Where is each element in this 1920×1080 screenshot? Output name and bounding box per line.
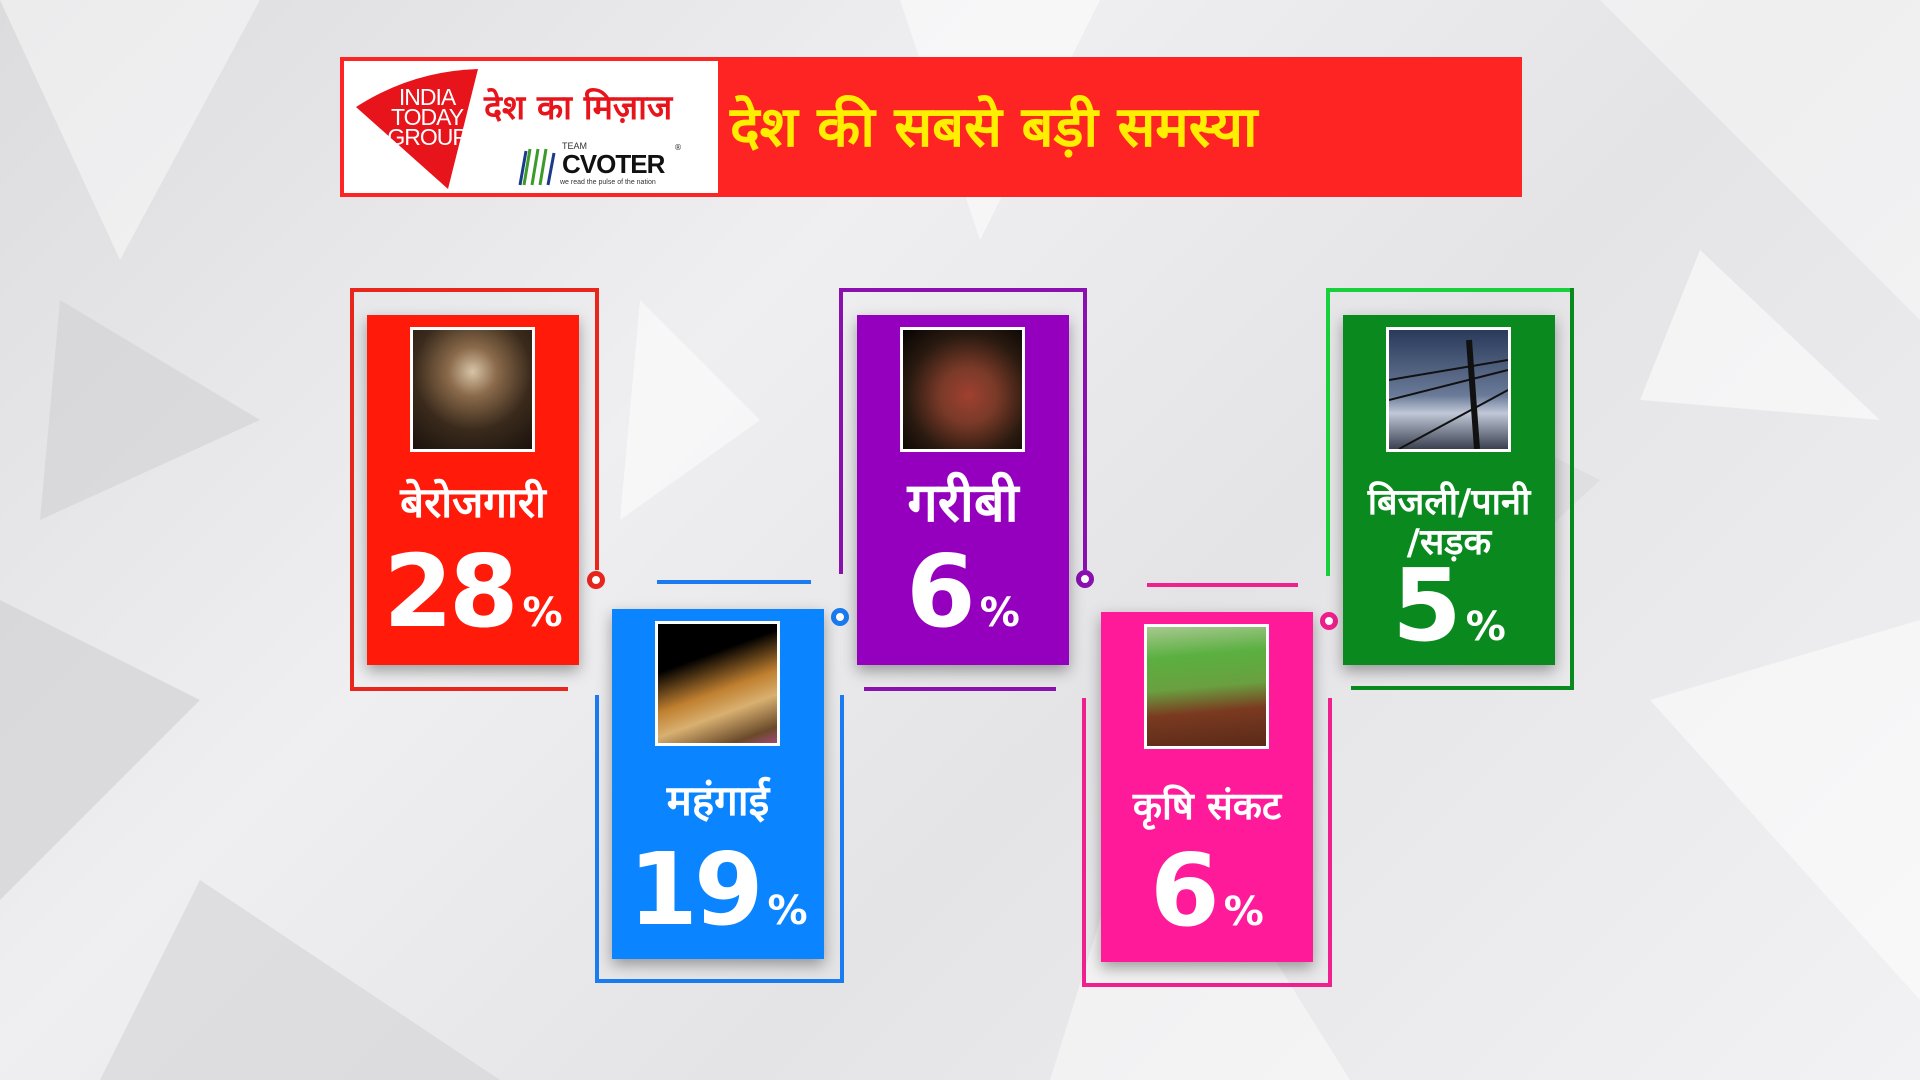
frame-line (840, 695, 844, 983)
india-today-logo (356, 69, 478, 189)
card-percentage: 6% (1101, 832, 1313, 949)
percentage-value: 5 (1392, 547, 1462, 664)
cvoter-stripes-icon (518, 148, 556, 186)
percent-sign: % (522, 590, 563, 636)
percentage-value: 6 (906, 533, 976, 650)
card-percentage: 5% (1343, 547, 1555, 664)
worried-man-photo (410, 327, 535, 452)
card-label: बिजली/पानी /सड़क (1343, 483, 1555, 563)
poor-mother-child-photo (900, 327, 1025, 452)
power-pole-photo (1386, 327, 1511, 452)
frame-line (1570, 288, 1574, 690)
percentage-value: 6 (1150, 832, 1220, 949)
frame-line (839, 288, 1087, 292)
frame-line (350, 288, 354, 691)
frame-line (1351, 686, 1574, 690)
frame-line (1326, 288, 1574, 292)
card-label: बेरोजगारी (400, 478, 546, 527)
frame-line (839, 288, 843, 574)
frame-line (1326, 288, 1330, 576)
registered-mark: ® (674, 143, 682, 152)
frame-line (595, 288, 599, 570)
frame-line (657, 580, 811, 584)
card-percentage: 6% (857, 533, 1069, 650)
card-agrarian-crisis: कृषि संकट 6% (1101, 612, 1313, 962)
logo-word: GROUP (387, 124, 467, 150)
coins-stack-photo (655, 621, 780, 746)
connector-dot (831, 608, 849, 626)
percent-sign: % (1223, 889, 1264, 935)
farmer-field-photo (1144, 624, 1269, 749)
percent-sign: % (1465, 604, 1506, 650)
desh-ka-mizaj-logo: देश का मिज़ाज (484, 88, 673, 128)
cvoter-name-text: CVOTER (562, 149, 665, 179)
card-inflation: महंगाई 19% (612, 609, 824, 959)
frame-line (350, 687, 568, 691)
card-unemployment: बेरोजगारी 28% (367, 315, 579, 665)
card-electricity-water-road: बिजली/पानी /सड़क 5% (1343, 315, 1555, 665)
logo-panel: INDIA TODAY GROUP देश का मिज़ाज TEAM CVO… (344, 61, 718, 193)
cvoter-tagline: we read the pulse of the nation (560, 179, 656, 186)
cvoter-logo: TEAM CVOTER ® we read the pulse of the n… (514, 141, 694, 189)
percent-sign: % (979, 590, 1020, 636)
connector-dot (1320, 612, 1338, 630)
logo-word: TODAY (390, 104, 464, 130)
page-title: देश की सबसे बड़ी समस्या (730, 95, 1258, 160)
connector-dot (1076, 570, 1094, 588)
frame-line (864, 687, 1056, 691)
card-percentage: 28% (367, 533, 579, 650)
header-banner: INDIA TODAY GROUP देश का मिज़ाज TEAM CVO… (340, 57, 1522, 197)
power-pole-icon (1388, 339, 1509, 450)
frame-line (1082, 698, 1086, 987)
frame-line (1147, 583, 1298, 587)
frame-line (1328, 698, 1332, 987)
card-label: महंगाई (666, 776, 770, 825)
frame-line (350, 288, 599, 292)
label-line: /सड़क (1406, 522, 1492, 563)
cvoter-team-text: TEAM (562, 141, 588, 151)
frame-line (1082, 983, 1332, 987)
card-label: गरीबी (907, 471, 1019, 534)
logo-word: INDIA (398, 84, 456, 110)
percent-sign: % (767, 888, 808, 934)
frame-line (1083, 288, 1087, 570)
connector-dot (587, 571, 605, 589)
percentage-value: 28 (383, 533, 518, 650)
card-label: कृषि संकट (1132, 784, 1282, 828)
frame-line (595, 979, 844, 983)
percentage-value: 19 (628, 831, 763, 948)
label-line: बिजली/पानी (1367, 482, 1531, 523)
frame-line (595, 695, 599, 983)
india-today-logo-text: INDIA TODAY GROUP (382, 84, 472, 150)
card-percentage: 19% (612, 831, 824, 948)
card-poverty: गरीबी 6% (857, 315, 1069, 665)
